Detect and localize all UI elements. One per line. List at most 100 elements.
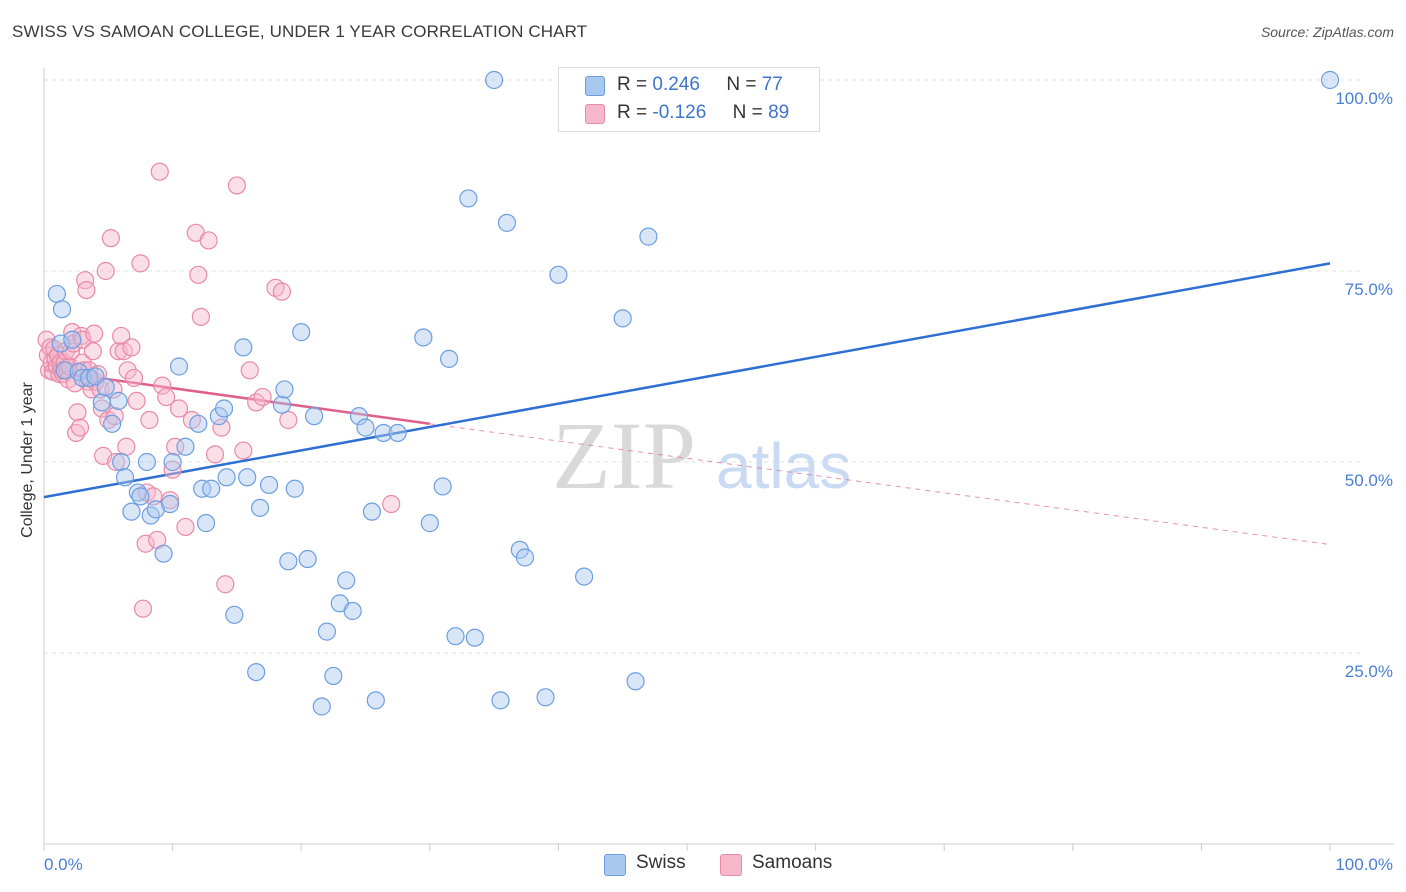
swiss-point-48: [324, 666, 343, 686]
samoan-point-36: [83, 342, 102, 361]
swiss-point-69: [515, 548, 535, 567]
swiss-point-3: [55, 361, 74, 380]
swiss-point-45: [304, 407, 324, 426]
samoan-point-76: [199, 231, 218, 250]
samoan-point-61: [140, 410, 159, 430]
swiss-point-39: [272, 395, 292, 414]
watermark-zip: ZIP: [552, 402, 696, 509]
swiss-point-67: [497, 213, 517, 232]
samoan-point-88: [382, 494, 401, 514]
swiss-point-61: [439, 349, 459, 368]
samoan-point-56: [127, 391, 146, 410]
samoan-trend-extension: [429, 423, 1331, 546]
samoan-point-66: [157, 387, 176, 407]
samoan-point-50: [112, 326, 131, 346]
samoan-point-45: [101, 229, 120, 248]
samoan-point-80: [227, 176, 246, 195]
samoan-point-59: [136, 534, 155, 553]
samoan-point-52: [117, 437, 136, 456]
swiss-point-21: [154, 544, 173, 563]
samoan-r-label: R =: [617, 102, 648, 123]
swiss-point-73: [613, 309, 632, 328]
samoan-point-86: [272, 282, 292, 301]
samoan-legend-label: Samoans: [752, 852, 833, 873]
x-tick-label-0: 0.0%: [44, 855, 83, 874]
swiss-point-62: [446, 627, 465, 646]
swiss-point-23: [163, 452, 182, 472]
samoan-n-value: 89: [768, 102, 790, 123]
axes: [43, 68, 1394, 851]
swiss-point-33: [225, 605, 244, 624]
swiss-point-63: [459, 189, 478, 208]
swiss-trend-line: [43, 262, 1331, 499]
swiss-point-9: [92, 393, 111, 412]
y-tick-label-3: 25.0%: [1345, 662, 1393, 681]
samoan-point-79: [216, 575, 235, 594]
chart-title: SWISS VS SAMOAN COLLEGE, UNDER 1 YEAR CO…: [12, 22, 588, 41]
swiss-point-28: [196, 514, 216, 533]
swiss-point-34: [234, 338, 253, 357]
swiss-point-50: [337, 571, 356, 590]
swiss-point-17: [131, 487, 150, 506]
samoan-point-68: [163, 460, 182, 479]
correlation-legend: R = 0.246 N = 77 R = -0.126 N = 89: [558, 67, 820, 132]
swiss-point-1: [51, 334, 70, 353]
swiss-point-43: [292, 323, 311, 342]
swiss-point-18: [137, 452, 156, 472]
samoan-point-58: [133, 599, 153, 618]
samoan-point-67: [160, 491, 180, 510]
samoan-point-24: [68, 403, 87, 422]
swiss-point-10: [96, 378, 115, 397]
swiss-point-59: [420, 514, 439, 533]
swiss-point-7: [79, 368, 99, 388]
samoan-point-37: [85, 324, 104, 343]
samoan-point-69: [166, 437, 185, 456]
swiss-point-53: [356, 418, 375, 437]
samoan-point-87: [279, 410, 298, 430]
swiss-point-57: [388, 423, 407, 443]
y-tick-label-2: 50.0%: [1345, 471, 1393, 490]
swiss-point-2: [52, 300, 72, 319]
swiss-point-70: [536, 688, 555, 707]
swiss-point-11: [103, 414, 122, 433]
samoan-point-28: [73, 353, 92, 372]
swiss-point-66: [491, 691, 510, 710]
samoan-point-31: [77, 281, 96, 300]
swiss-point-22: [160, 494, 180, 514]
samoan-point-43: [96, 261, 115, 281]
swiss-point-35: [238, 468, 257, 487]
samoan-point-54: [122, 338, 141, 357]
swiss-r-value: 0.246: [652, 74, 700, 95]
y-tick-label-1: 75.0%: [1345, 280, 1393, 299]
samoan-point-78: [212, 418, 231, 437]
samoan-r-value: -0.126: [652, 102, 707, 123]
swiss-n-label: N =: [726, 74, 757, 95]
swiss-n-value: 77: [761, 74, 783, 95]
swiss-point-29: [202, 479, 221, 498]
swiss-legend-label: Swiss: [636, 852, 686, 873]
swiss-point-24: [169, 357, 189, 376]
swiss-point-44: [298, 549, 317, 569]
swiss-legend-swatch: [604, 854, 626, 876]
x-tick-label-1: 100.0%: [1335, 855, 1393, 874]
samoan-n-label: N =: [732, 102, 763, 123]
samoan-point-55: [124, 368, 144, 388]
swiss-point-72: [575, 567, 594, 586]
swiss-point-47: [317, 622, 337, 641]
swiss-point-71: [549, 265, 568, 284]
watermark: ZIP atlas: [552, 402, 851, 509]
samoan-point-27: [73, 330, 92, 349]
samoan-point-53: [118, 361, 137, 380]
x-tick-labels: 0.0% 100.0%: [44, 855, 1393, 874]
chart-source: Source: ZipAtlas.com: [1260, 24, 1394, 40]
samoan-legend-swatch: [720, 854, 742, 876]
samoan-point-25: [70, 418, 90, 437]
swiss-point-26: [189, 414, 208, 433]
swiss-point-42: [285, 479, 304, 498]
samoan-point-57: [131, 254, 150, 273]
swiss-point-74: [626, 672, 645, 691]
samoan-point-70: [169, 399, 189, 418]
swiss-point-4: [63, 330, 82, 349]
samoan-point-75: [191, 307, 210, 326]
